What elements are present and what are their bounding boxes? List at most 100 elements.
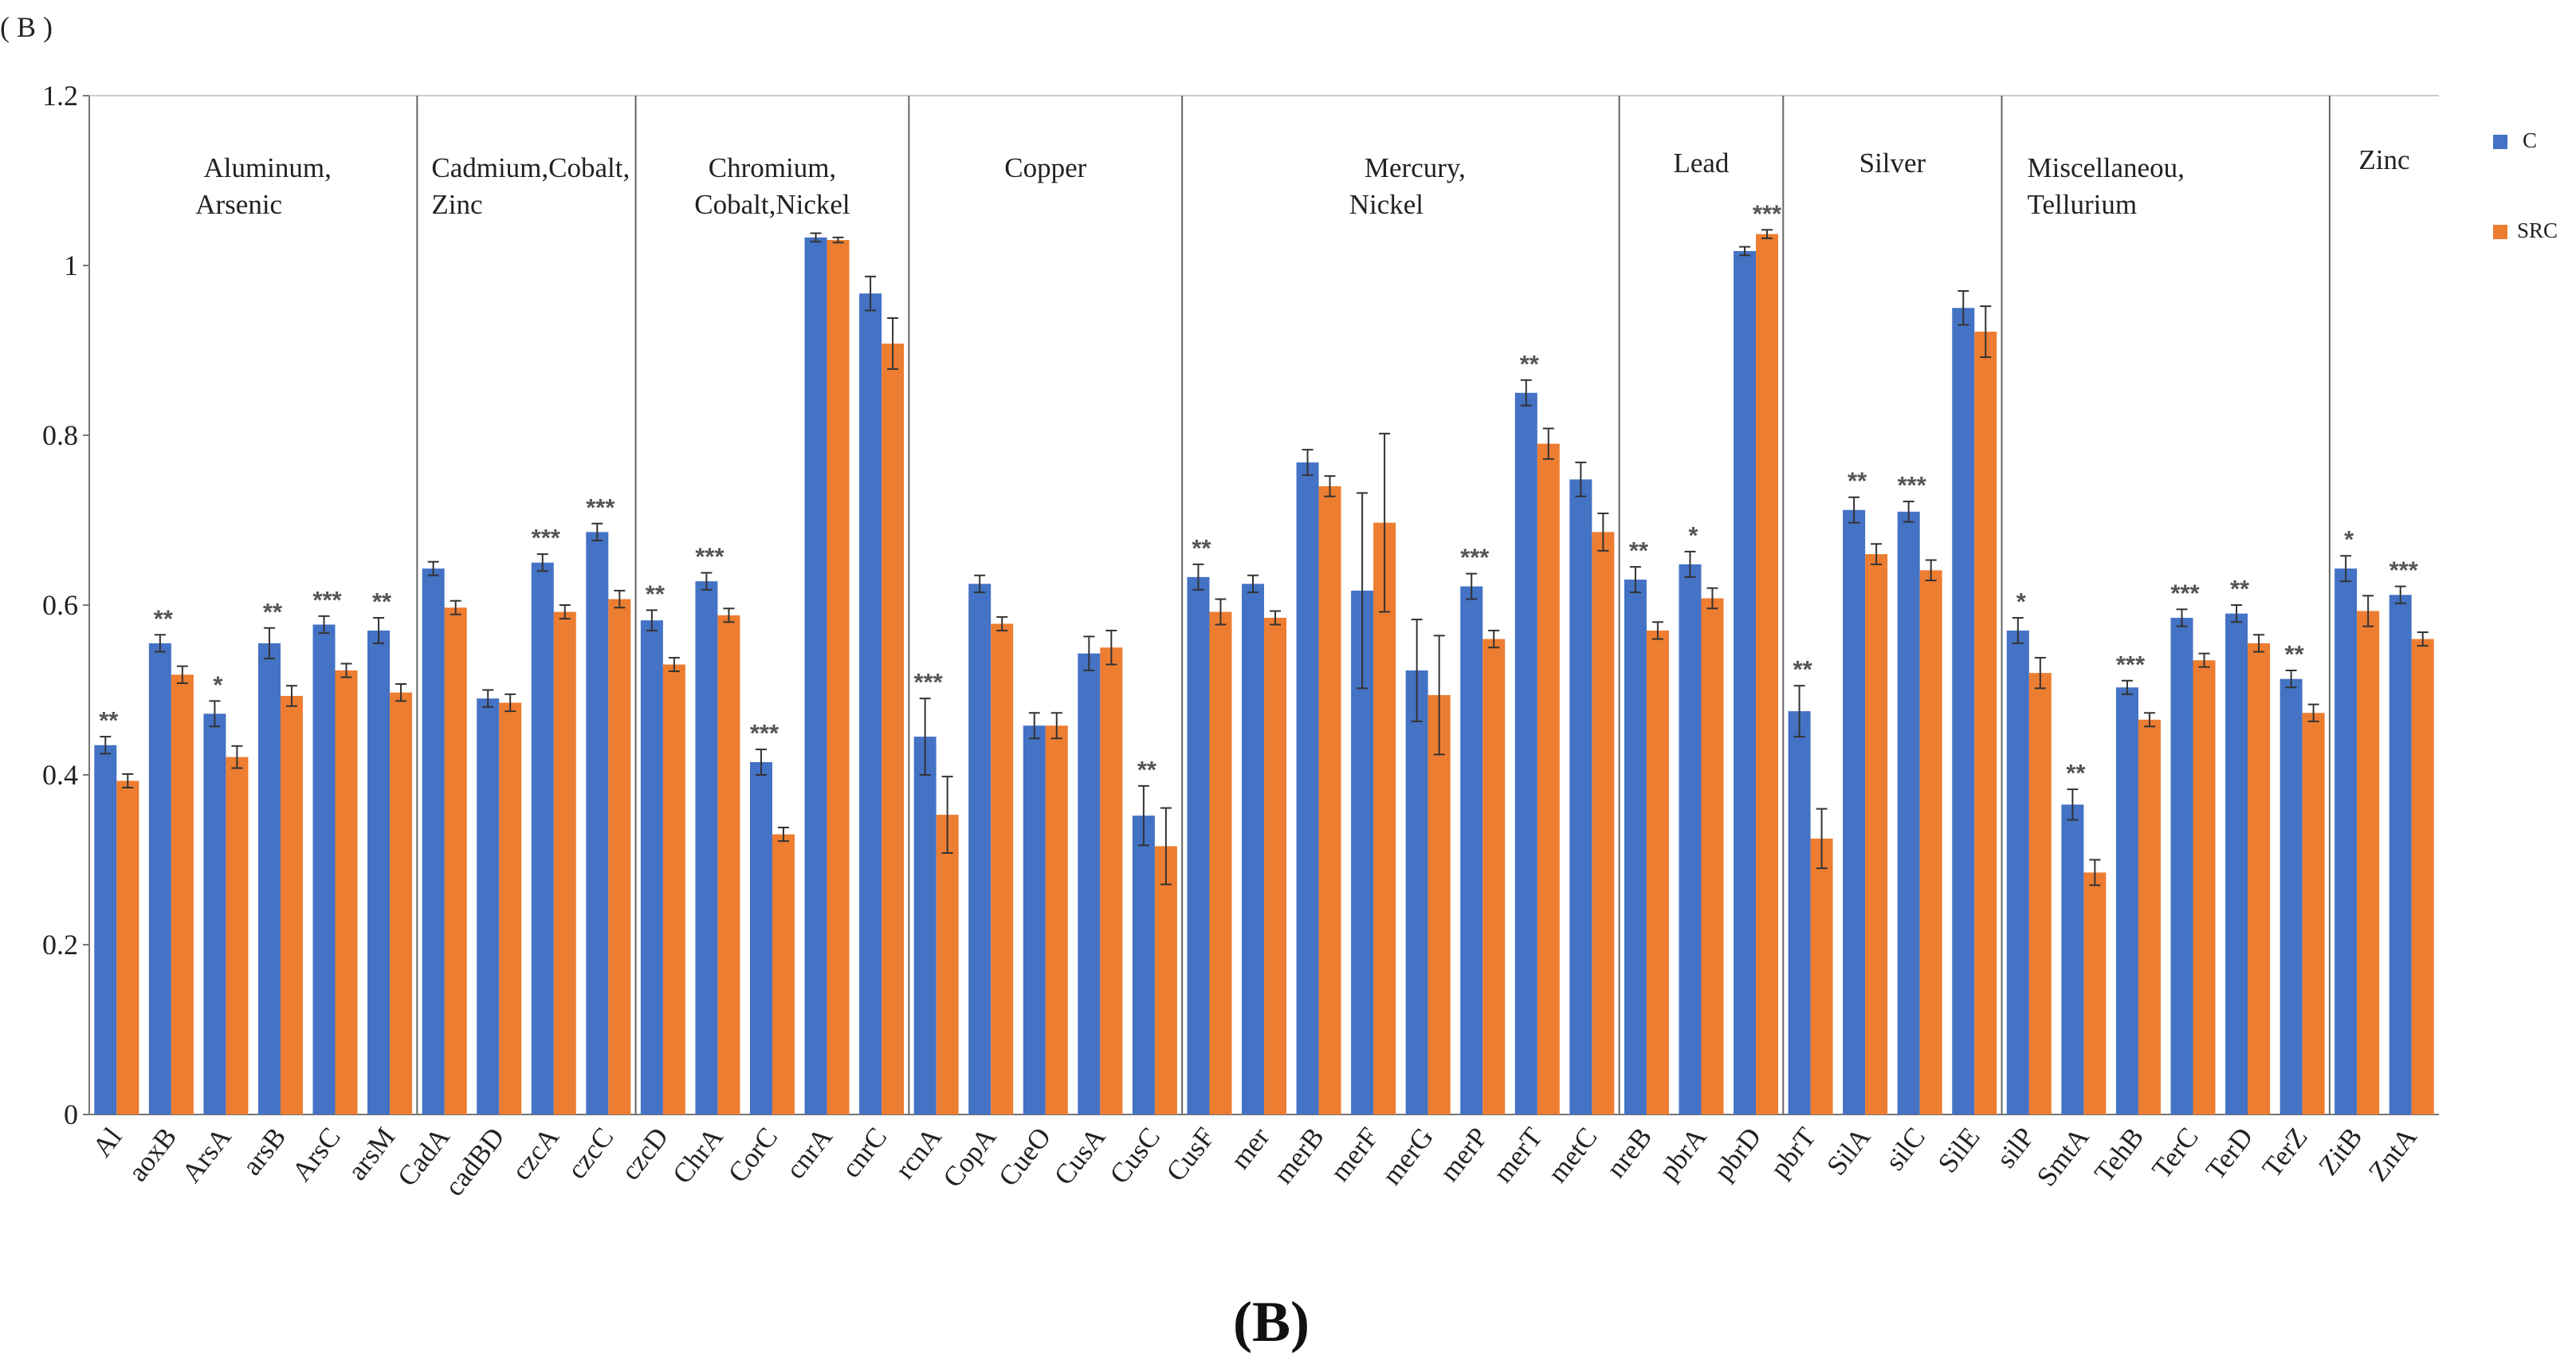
bar-SRC-ArsC — [335, 670, 358, 1114]
x-tick-label: TerD — [2200, 1122, 2260, 1185]
bar-C-silP — [2006, 630, 2029, 1114]
bar-C-merT — [1514, 392, 1537, 1114]
x-tick-label: merB — [1267, 1122, 1330, 1189]
bar-C-silC — [1897, 511, 1920, 1114]
bar-SRC-nreB — [1646, 630, 1669, 1114]
x-tick-label: SmtA — [2031, 1121, 2095, 1192]
x-tick-label: pbrA — [1653, 1121, 1713, 1185]
bar-SRC-TerZ — [2302, 713, 2325, 1114]
bar-C-rcnA — [913, 737, 937, 1114]
x-tick-label: cadBD — [438, 1122, 511, 1202]
bar-SRC-ChrA — [717, 615, 740, 1114]
bar-C-ArsC — [312, 624, 336, 1114]
group-label: Lead — [1673, 147, 1729, 179]
bar-C-aoxB — [148, 643, 171, 1114]
bar-C-SilE — [1952, 308, 1975, 1114]
bar-C-czcD — [640, 620, 663, 1114]
x-tick-label: SilA — [1820, 1121, 1877, 1181]
bar-C-arsM — [367, 630, 391, 1114]
significance-mark: ** — [1848, 467, 1867, 495]
x-tick-label: TerZ — [2256, 1122, 2314, 1183]
group-label: Copper — [1004, 152, 1086, 183]
x-tick-label: merP — [1433, 1122, 1494, 1187]
bar-SRC-CueO — [1045, 725, 1068, 1114]
bar-SRC-ZntA — [2411, 639, 2434, 1114]
bar-SRC-CusA — [1100, 647, 1123, 1114]
x-tick-label: CusC — [1104, 1122, 1167, 1189]
bar-C-pbrD — [1734, 250, 1757, 1114]
bar-C-pbrA — [1679, 564, 1702, 1114]
x-tick-label: Al — [86, 1122, 128, 1163]
bar-C-merP — [1460, 586, 1483, 1114]
bar-C-mer — [1242, 584, 1264, 1114]
bar-C-arsB — [257, 643, 281, 1114]
significance-mark: * — [213, 670, 223, 698]
bar-SRC-TehB — [2138, 719, 2161, 1114]
significance-mark: ** — [1629, 537, 1649, 564]
bar-SRC-merB — [1318, 485, 1341, 1114]
legend-swatch-SRC — [2493, 225, 2507, 239]
figure-caption: (B) — [1233, 1290, 1310, 1354]
y-tick-label: 0.8 — [42, 419, 78, 451]
significance-mark: *** — [695, 543, 724, 571]
group-label-line: Miscellaneou, — [2028, 152, 2185, 183]
x-tick-label: ArsC — [286, 1122, 347, 1187]
significance-mark: ** — [154, 604, 174, 632]
x-tick-label: aoxB — [122, 1122, 183, 1187]
x-tick-label: CusF — [1160, 1122, 1220, 1187]
bar-C-ZntA — [2389, 595, 2412, 1114]
bar-SRC-metC — [1592, 532, 1615, 1114]
bar-SRC-pbrT — [1810, 838, 1833, 1114]
bar-SRC-ArsA — [226, 757, 249, 1114]
x-tick-label: czcC — [561, 1122, 620, 1185]
x-tick-label: TehB — [2088, 1122, 2150, 1188]
bar-C-Al — [94, 745, 117, 1114]
bar-SRC-pbrD — [1756, 234, 1779, 1115]
bar-C-merB — [1296, 462, 1319, 1114]
group-label: Miscellaneou, Tellurium — [2028, 152, 2185, 220]
bar-SRC-Al — [116, 780, 139, 1114]
y-tick-label: 0.6 — [42, 589, 78, 621]
bar-SRC-merT — [1537, 443, 1560, 1114]
bar-SRC-mer — [1264, 617, 1286, 1114]
bar-C-CusF — [1187, 576, 1210, 1114]
significance-mark: ** — [2285, 640, 2305, 668]
bar-SRC-silC — [1919, 570, 1942, 1114]
bar-SRC-merG — [1427, 694, 1451, 1114]
bar-C-nreB — [1624, 580, 1647, 1114]
x-tick-label: pbrD — [1707, 1122, 1767, 1186]
significance-mark: *** — [532, 524, 561, 552]
group-label-line: Zinc — [2358, 144, 2409, 175]
x-tick-label: ChrA — [666, 1121, 729, 1189]
significance-mark: *** — [312, 586, 342, 614]
group-label-line: Arsenic — [195, 189, 282, 220]
significance-mark: * — [2016, 588, 2027, 615]
group-label: Aluminum, Arsenic — [195, 152, 332, 220]
group-label-line: Copper — [1004, 152, 1086, 183]
significance-mark: *** — [1460, 544, 1490, 572]
group-labels: Aluminum, Arsenic Cadmium,Cobalt, Zinc Chrom… — [195, 144, 2409, 220]
bar-SRC-rcnA — [936, 815, 959, 1114]
significance-mark: ** — [99, 706, 119, 734]
group-label-line: Aluminum, — [203, 152, 331, 183]
x-tick-label: merT — [1487, 1122, 1549, 1189]
bar-SRC-cnrA — [827, 240, 850, 1114]
y-tick-label: 0 — [64, 1099, 78, 1130]
x-tick-label: CorC — [722, 1122, 783, 1189]
bar-SRC-SmtA — [2083, 872, 2107, 1114]
bar-C-TerC — [2170, 617, 2193, 1114]
x-tick-label: arsB — [236, 1122, 292, 1181]
significance-mark: ** — [372, 588, 392, 615]
significance-mark: *** — [2116, 651, 2146, 678]
group-label-line: Mercury, — [1365, 152, 1466, 183]
significance-mark: *** — [914, 668, 944, 696]
bars — [94, 234, 2434, 1115]
bar-C-merG — [1405, 670, 1428, 1114]
group-label-line: Nickel — [1349, 189, 1424, 220]
bar-C-cnrC — [859, 293, 882, 1114]
x-axis: AlaoxBArsAarsBArsCarsMCadAcadBDczcAczcCc… — [86, 1121, 2423, 1201]
x-tick-label: metC — [1541, 1122, 1603, 1189]
group-label-line: Silver — [1859, 147, 1926, 179]
x-tick-label: ZntA — [2362, 1121, 2424, 1187]
bar-C-CueO — [1023, 725, 1046, 1114]
